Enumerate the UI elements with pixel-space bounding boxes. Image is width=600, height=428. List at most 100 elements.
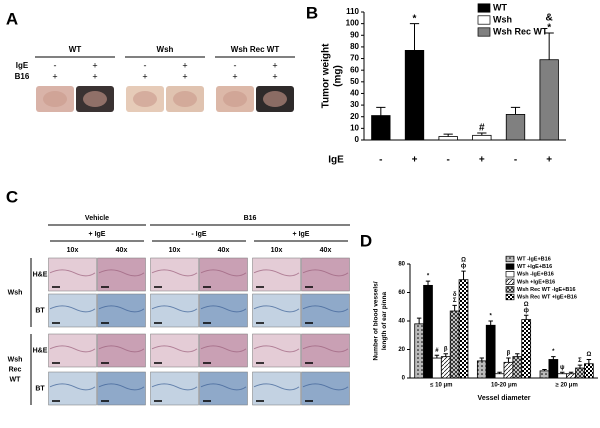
histology-image bbox=[48, 293, 97, 328]
ige-sign: + bbox=[182, 60, 187, 70]
y-label-line: Tumor weight bbox=[321, 43, 332, 108]
histology-image bbox=[301, 371, 350, 406]
x-tick-label: + bbox=[546, 155, 552, 166]
condition: + IgE bbox=[293, 231, 310, 238]
significance-marker: ψ bbox=[560, 365, 565, 371]
histology-texture bbox=[49, 383, 96, 391]
y-tick-label: 90 bbox=[350, 30, 359, 39]
condition: - IgE bbox=[191, 231, 206, 238]
histology-image bbox=[199, 293, 248, 328]
bar bbox=[575, 367, 585, 379]
legend-label: Wsh -IgE+B16 bbox=[517, 272, 554, 278]
error-bar bbox=[409, 23, 420, 51]
ige-sign: - bbox=[54, 60, 57, 70]
ear-photo-detail bbox=[223, 91, 247, 107]
significance-marker: Ω bbox=[586, 352, 591, 358]
error-bar bbox=[568, 371, 574, 374]
x-tick-label: ≤ 10 μm bbox=[430, 383, 452, 389]
y-tick-label: 40 bbox=[350, 89, 359, 98]
histology-texture bbox=[302, 345, 349, 353]
legend-swatch bbox=[505, 286, 515, 293]
error-bar bbox=[551, 356, 556, 360]
histology-image bbox=[97, 293, 146, 328]
magnification: 10x bbox=[67, 247, 79, 254]
bar bbox=[438, 136, 458, 141]
legend-swatch bbox=[477, 27, 491, 37]
b16-sign: + bbox=[52, 71, 57, 81]
legend-swatch bbox=[505, 255, 515, 263]
b16-sign: + bbox=[142, 71, 147, 81]
error-bar bbox=[452, 304, 457, 312]
histology-texture bbox=[302, 383, 349, 391]
error-bar bbox=[376, 106, 386, 116]
group-header: WT bbox=[69, 45, 82, 54]
histology-texture bbox=[253, 383, 300, 391]
significance-marker: β bbox=[507, 351, 511, 357]
bar bbox=[404, 50, 425, 141]
error-bar bbox=[577, 364, 583, 369]
legend-label: Wsh Rec WT -IgE+B16 bbox=[517, 287, 576, 293]
magnification: 40x bbox=[116, 247, 128, 254]
row-label: B16 bbox=[15, 72, 30, 81]
bar bbox=[494, 373, 505, 379]
y-tick-label: 60 bbox=[350, 65, 359, 74]
histology-texture bbox=[151, 383, 198, 391]
significance-marker: ф bbox=[461, 263, 466, 270]
histology-image bbox=[150, 257, 199, 292]
error-bar bbox=[542, 368, 547, 371]
y-tick-label: 70 bbox=[350, 54, 359, 63]
bar bbox=[449, 310, 460, 379]
b16-sign: + bbox=[232, 71, 237, 81]
histology-image bbox=[301, 257, 350, 292]
b16-sign: + bbox=[182, 71, 187, 81]
histology-texture bbox=[151, 345, 198, 353]
histology-image bbox=[199, 257, 248, 292]
histology-image bbox=[252, 371, 301, 406]
error-bar bbox=[434, 354, 440, 359]
x-tick-label: + bbox=[479, 155, 485, 166]
ige-sign: - bbox=[144, 60, 147, 70]
treatment: B16 bbox=[244, 215, 257, 222]
histology-texture bbox=[200, 345, 247, 353]
error-bar bbox=[515, 353, 520, 357]
significance-marker: Ω bbox=[461, 258, 466, 264]
ear-photo-detail bbox=[83, 91, 107, 107]
x-tick-label: ≥ 20 μm bbox=[556, 383, 578, 389]
bar bbox=[557, 373, 568, 379]
significance-marker: Σ bbox=[453, 298, 457, 304]
significance-marker: # bbox=[479, 123, 485, 134]
significance-marker: * bbox=[547, 23, 551, 34]
histology-image bbox=[97, 257, 146, 292]
bar bbox=[539, 59, 559, 141]
bar bbox=[423, 284, 433, 379]
legend-swatch bbox=[505, 263, 515, 270]
significance-marker: * bbox=[427, 274, 430, 280]
bar bbox=[458, 279, 469, 379]
histology-texture bbox=[200, 383, 247, 391]
legend-swatch bbox=[505, 278, 515, 285]
row-label: IgE bbox=[16, 61, 29, 70]
magnification: 10x bbox=[169, 247, 181, 254]
bar bbox=[440, 356, 451, 379]
y-tick-label: 50 bbox=[350, 77, 359, 86]
y-tick-label: 110 bbox=[346, 7, 359, 16]
significance-marker: Σ bbox=[578, 358, 582, 364]
histology-image bbox=[48, 333, 97, 368]
bar bbox=[512, 356, 523, 379]
histology-image bbox=[252, 257, 301, 292]
treatment: Vehicle bbox=[85, 215, 109, 222]
significance-marker: δ bbox=[453, 292, 457, 298]
x-tick-label: - bbox=[446, 155, 449, 166]
histology-image bbox=[150, 293, 199, 328]
ige-sign: - bbox=[234, 60, 237, 70]
legend-label: WT +IgE+B16 bbox=[517, 264, 552, 270]
histology-texture bbox=[200, 305, 247, 313]
histology-texture bbox=[98, 345, 145, 353]
y-label: Tumor weight (mg) bbox=[321, 43, 344, 108]
error-bar bbox=[488, 320, 493, 326]
histology-texture bbox=[49, 345, 96, 353]
bar bbox=[371, 115, 391, 141]
error-bar bbox=[443, 353, 448, 357]
histology-texture bbox=[151, 305, 198, 313]
stain: BT bbox=[35, 385, 45, 392]
